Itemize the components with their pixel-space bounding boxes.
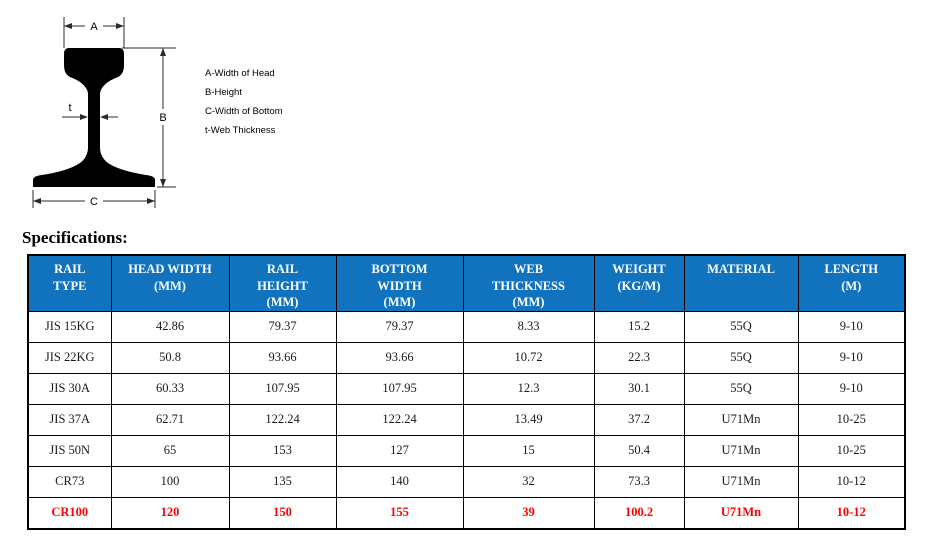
table-cell: 10-12: [797, 496, 906, 530]
table-cell: 10-25: [797, 434, 906, 467]
dim-label-c: C: [90, 196, 98, 208]
table-row: JIS 50N 65 153 127 15 50.4 U71Mn 10-25: [27, 434, 906, 467]
header-cell-head-width: HEAD WIDTH (MM): [110, 254, 230, 312]
table-cell: 93.66: [335, 341, 464, 374]
table-cell: 9-10: [797, 372, 906, 405]
table-cell: 122.24: [228, 403, 337, 436]
table-cell: U71Mn: [683, 496, 799, 530]
table-cell: 107.95: [335, 372, 464, 405]
table-cell: 9-10: [797, 341, 906, 374]
table-cell: CR73: [27, 465, 112, 498]
header-cell-rail-height: RAIL HEIGHT (MM): [228, 254, 337, 312]
table-cell: 13.49: [462, 403, 595, 436]
table-row: JIS 15KG 42.86 79.37 79.37 8.33 15.2 55Q…: [27, 310, 906, 343]
table-cell: 127: [335, 434, 464, 467]
rail-profile-shape: [33, 48, 155, 187]
dimension-b: B: [122, 47, 176, 188]
table-cell: 55Q: [683, 310, 799, 343]
legend-line-b: B-Height: [205, 87, 242, 98]
table-cell: 15: [462, 434, 595, 467]
header-cell-length: LENGTH (M): [797, 254, 906, 312]
table-row: JIS 22KG 50.8 93.66 93.66 10.72 22.3 55Q…: [27, 341, 906, 374]
table-cell: JIS 30A: [27, 372, 112, 405]
header-cell-web-thickness: WEB THICKNESS (MM): [462, 254, 595, 312]
table-cell: 60.33: [110, 372, 230, 405]
dimension-c: C: [32, 190, 156, 208]
table-row: JIS 37A 62.71 122.24 122.24 13.49 37.2 U…: [27, 403, 906, 436]
table-cell: U71Mn: [683, 465, 799, 498]
table-cell: 12.3: [462, 372, 595, 405]
diagram-legend: A-Width of Head B-Height C-Width of Bott…: [205, 64, 283, 140]
table-cell: 8.33: [462, 310, 595, 343]
table-cell: 62.71: [110, 403, 230, 436]
table-cell: 9-10: [797, 310, 906, 343]
table-cell: 100: [110, 465, 230, 498]
rail-cross-section-diagram: A B t C: [32, 17, 176, 208]
header-cell-bottom-width: BOTTOM WIDTH (MM): [335, 254, 464, 312]
table-cell: 153: [228, 434, 337, 467]
table-cell: 65: [110, 434, 230, 467]
table-cell: U71Mn: [683, 434, 799, 467]
spec-table-container: RAIL TYPE HEAD WIDTH (MM) RAIL HEIGHT (M…: [27, 254, 906, 530]
table-cell: 39: [462, 496, 595, 530]
table-row-highlighted: CR100 120 150 155 39 100.2 U71Mn 10-12: [27, 496, 906, 530]
dimension-t: t: [62, 102, 118, 120]
table-cell: 120: [110, 496, 230, 530]
table-cell: 155: [335, 496, 464, 530]
table-cell: 100.2: [593, 496, 685, 530]
header-cell-material: MATERIAL: [683, 254, 799, 312]
header-cell-rail-type: RAIL TYPE: [27, 254, 112, 312]
table-cell: 55Q: [683, 372, 799, 405]
table-cell: CR100: [27, 496, 112, 530]
legend-line-t: t-Web Thickness: [205, 125, 276, 136]
spec-table: RAIL TYPE HEAD WIDTH (MM) RAIL HEIGHT (M…: [27, 254, 906, 530]
table-cell: 79.37: [228, 310, 337, 343]
table-cell: 107.95: [228, 372, 337, 405]
dim-label-a: A: [90, 21, 98, 33]
table-cell: JIS 50N: [27, 434, 112, 467]
table-cell: 135: [228, 465, 337, 498]
table-cell: 150: [228, 496, 337, 530]
table-cell: 30.1: [593, 372, 685, 405]
header-cell-weight: WEIGHT (KG/M): [593, 254, 685, 312]
table-cell: JIS 37A: [27, 403, 112, 436]
table-cell: JIS 15KG: [27, 310, 112, 343]
header-row: RAIL TYPE HEAD WIDTH (MM) RAIL HEIGHT (M…: [27, 254, 906, 312]
section-title: Specifications:: [22, 228, 128, 247]
table-cell: 55Q: [683, 341, 799, 374]
table-cell: 50.8: [110, 341, 230, 374]
table-cell: JIS 22KG: [27, 341, 112, 374]
table-cell: 122.24: [335, 403, 464, 436]
table-cell: U71Mn: [683, 403, 799, 436]
table-cell: 10.72: [462, 341, 595, 374]
table-cell: 10-12: [797, 465, 906, 498]
legend-line-c: C-Width of Bottom: [205, 106, 283, 117]
dimension-a: A: [63, 17, 125, 48]
table-cell: 22.3: [593, 341, 685, 374]
dim-label-b: B: [159, 112, 166, 124]
table-cell: 79.37: [335, 310, 464, 343]
table-cell: 42.86: [110, 310, 230, 343]
table-cell: 32: [462, 465, 595, 498]
table-cell: 140: [335, 465, 464, 498]
table-row: JIS 30A 60.33 107.95 107.95 12.3 30.1 55…: [27, 372, 906, 405]
table-row: CR73 100 135 140 32 73.3 U71Mn 10-12: [27, 465, 906, 498]
table-cell: 10-25: [797, 403, 906, 436]
table-cell: 15.2: [593, 310, 685, 343]
table-cell: 93.66: [228, 341, 337, 374]
table-cell: 73.3: [593, 465, 685, 498]
table-cell: 50.4: [593, 434, 685, 467]
legend-line-a: A-Width of Head: [205, 68, 275, 79]
table-cell: 37.2: [593, 403, 685, 436]
dim-label-t: t: [68, 102, 71, 114]
